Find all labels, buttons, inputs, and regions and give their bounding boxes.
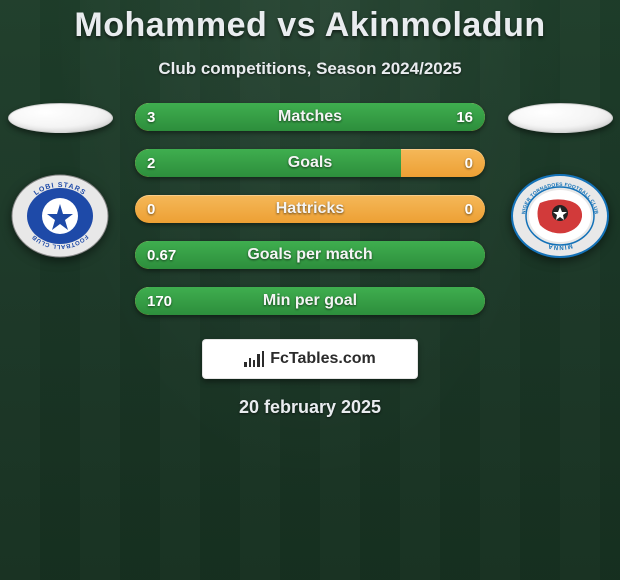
stat-bars: 3Matches162Goals00Hattricks00.67Goals pe… — [135, 103, 485, 315]
stat-bar: 170Min per goal — [135, 287, 485, 315]
player1-name: Mohammed — [74, 6, 267, 44]
stat-value-left: 3 — [135, 109, 199, 126]
player2-flag-icon — [508, 103, 613, 133]
brand-logo-icon — [244, 351, 264, 367]
stat-bar: 0Hattricks0 — [135, 195, 485, 223]
stat-value-left: 2 — [135, 155, 199, 172]
stat-label: Matches — [199, 108, 421, 126]
player1-club-crest-icon: LOBI STARS FOOTBALL CLUB — [10, 173, 110, 259]
date-text: 20 february 2025 — [0, 397, 620, 418]
brand-name: FcTables.com — [270, 350, 376, 368]
stat-label: Min per goal — [199, 292, 421, 310]
page-title: Mohammed vs Akinmoladun — [0, 6, 620, 45]
stat-value-right: 0 — [421, 201, 485, 218]
stat-label: Hattricks — [199, 200, 421, 218]
stat-value-left: 0.67 — [135, 247, 199, 264]
stat-bar: 3Matches16 — [135, 103, 485, 131]
stat-value-left: 0 — [135, 201, 199, 218]
subtitle: Club competitions, Season 2024/2025 — [0, 59, 620, 79]
right-column: NIGER TORNADOES FOOTBALL CLUB MINNA — [500, 103, 620, 259]
comparison-row: LOBI STARS FOOTBALL CLUB 3Matches162Goal… — [0, 103, 620, 315]
brand-badge[interactable]: FcTables.com — [202, 339, 418, 379]
stat-value-right: 0 — [421, 155, 485, 172]
stat-label: Goals per match — [199, 246, 421, 264]
stat-bar: 0.67Goals per match — [135, 241, 485, 269]
player2-name: Akinmoladun — [325, 6, 546, 44]
stat-label: Goals — [199, 154, 421, 172]
stat-value-left: 170 — [135, 293, 199, 310]
player1-flag-icon — [8, 103, 113, 133]
stat-value-right: 16 — [421, 109, 485, 126]
player2-club-crest-icon: NIGER TORNADOES FOOTBALL CLUB MINNA — [510, 173, 610, 259]
vs-text: vs — [277, 6, 316, 44]
left-column: LOBI STARS FOOTBALL CLUB — [0, 103, 120, 259]
stat-bar: 2Goals0 — [135, 149, 485, 177]
